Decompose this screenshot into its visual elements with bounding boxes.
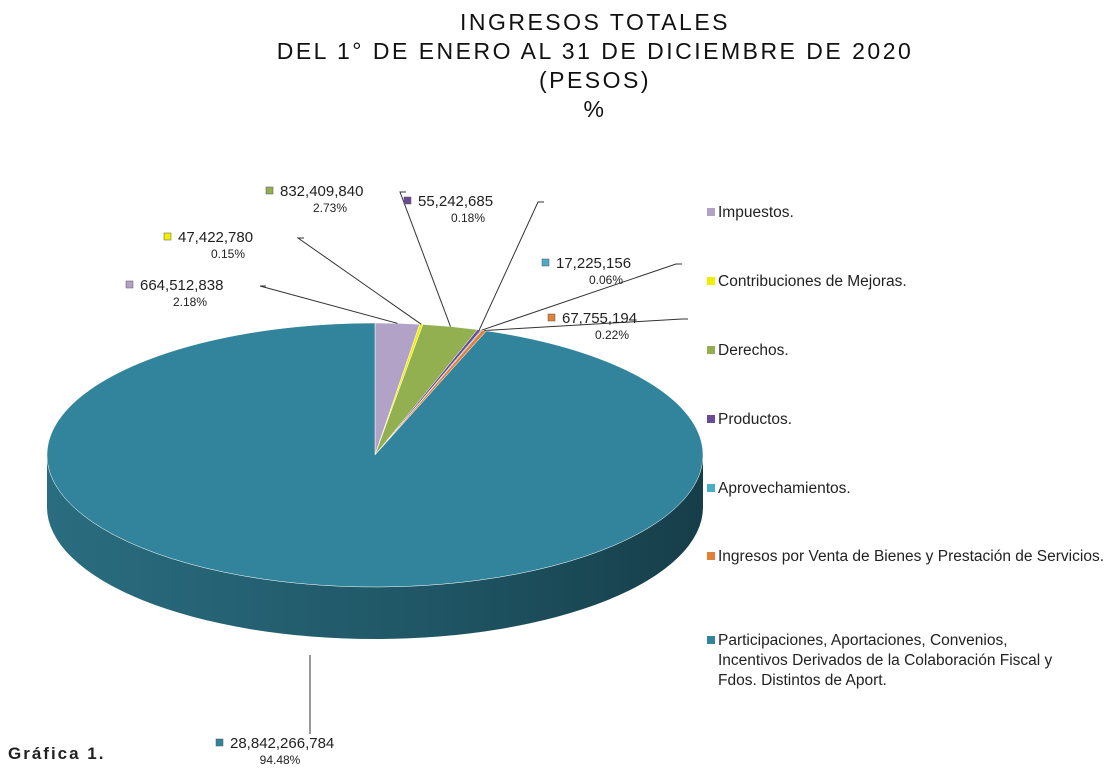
title-line: INGRESOS TOTALES [459, 9, 731, 35]
legend-item: Impuestos. [707, 203, 1118, 223]
percent-label: 2.18% [173, 295, 207, 309]
legend-label: Derechos. [718, 342, 789, 359]
leader-line [259, 285, 398, 324]
value-label: 832,409,840 [280, 183, 363, 200]
legend-label: Impuestos. [718, 204, 794, 221]
pie-side [47, 455, 703, 639]
percent-label: 0.06% [589, 273, 623, 287]
title-block: INGRESOS TOTALES DEL 1° DE ENERO AL 31 D… [0, 8, 1119, 124]
percent-label: 0.18% [451, 211, 485, 225]
legend-label: Aprovechamientos. [718, 480, 851, 497]
percent-label: 2.73% [313, 201, 347, 215]
leader-line [478, 201, 544, 331]
legend-swatch [707, 346, 715, 354]
legend-item: Derechos. [707, 341, 1118, 361]
legend-item: Contribuciones de Mejoras. [707, 272, 1118, 292]
legend-swatch [707, 552, 715, 560]
legend-swatch [707, 636, 715, 644]
legend-swatch [707, 277, 715, 285]
legend-label: Contribuciones de Mejoras. [718, 273, 907, 290]
legend-item: Productos. [707, 410, 1118, 430]
label-swatch [215, 738, 224, 747]
label-swatch [541, 258, 550, 267]
label-swatch [265, 186, 274, 195]
percent-label: 0.15% [211, 247, 245, 261]
value-label: 55,242,685 [418, 193, 493, 210]
legend-label: Productos. [718, 411, 793, 428]
leader-line [481, 263, 682, 331]
value-label: 67,755,194 [562, 310, 637, 327]
caption: Gráfica 1. [8, 744, 106, 763]
legend-label: Participaciones, Aportaciones, Convenios… [718, 632, 1053, 689]
leader-line [399, 191, 451, 327]
title-line: % [583, 96, 607, 122]
legend-item: Participaciones, Aportaciones, Convenios… [707, 631, 1068, 691]
percent-label: 94.48% [260, 753, 301, 767]
legend-swatch [707, 208, 715, 216]
label-swatch [403, 196, 412, 205]
legend-label: Ingresos por Venta de Bienes y Prestació… [718, 548, 1104, 565]
legend-item: Ingresos por Venta de Bienes y Prestació… [707, 547, 1108, 567]
pie-slice [46, 322, 704, 588]
label-swatch [547, 313, 556, 322]
legend-swatch [707, 415, 715, 423]
title-line: DEL 1° DE ENERO AL 31 DE DICIEMBRE DE 20… [276, 38, 914, 64]
legend-swatch [707, 484, 715, 492]
leader-line [484, 318, 688, 332]
label-swatch [163, 232, 172, 241]
leader-line [296, 237, 422, 325]
value-label: 664,512,838 [140, 277, 223, 294]
value-label: 28,842,266,784 [230, 735, 334, 752]
legend-item: Aprovechamientos. [707, 479, 1118, 499]
percent-label: 0.22% [595, 328, 629, 342]
value-label: 17,225,156 [556, 255, 631, 272]
value-label: 47,422,780 [178, 229, 253, 246]
title-line: (PESOS) [538, 67, 652, 93]
label-swatch [125, 280, 134, 289]
